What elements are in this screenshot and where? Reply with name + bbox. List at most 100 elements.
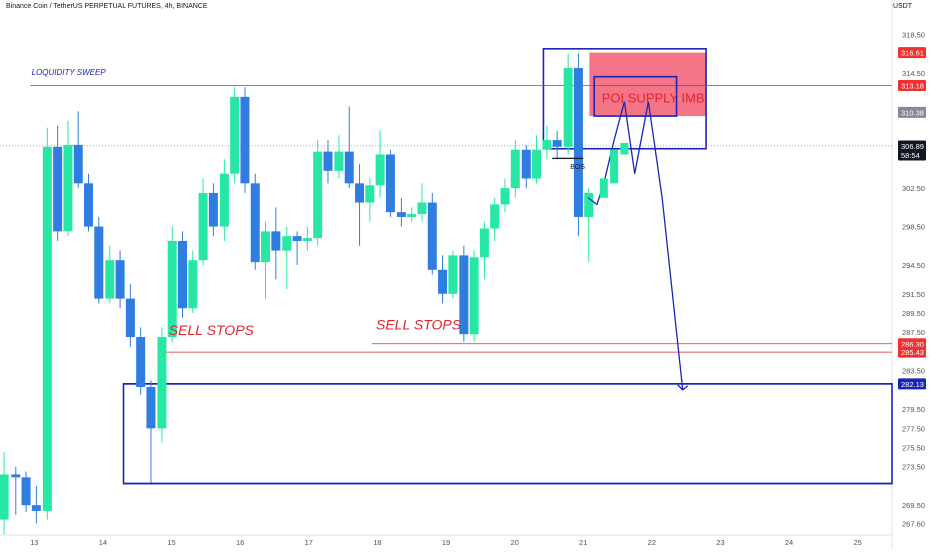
- candle-body: [500, 188, 510, 205]
- projection-arrowhead: [677, 384, 689, 391]
- time-tick-label: 17: [305, 538, 313, 547]
- candle-body: [479, 228, 489, 258]
- candle-body: [573, 68, 583, 217]
- price-tick-label: 318.50: [902, 30, 925, 39]
- time-tick-label: 21: [579, 538, 587, 547]
- price-tick-label: 314.50: [902, 69, 925, 78]
- candle: [261, 221, 271, 299]
- candle-body: [271, 231, 281, 251]
- candle: [0, 452, 9, 534]
- candle: [42, 127, 52, 520]
- candle-body: [334, 151, 344, 171]
- candle: [250, 173, 260, 270]
- price-tag-bg: [898, 346, 926, 358]
- candle: [188, 250, 198, 314]
- candle: [563, 53, 573, 155]
- time-tick-label: 25: [854, 538, 862, 547]
- candle-body: [344, 151, 354, 184]
- time-tick-label: 15: [167, 538, 175, 547]
- candle-body: [115, 260, 125, 299]
- candle: [355, 164, 365, 246]
- candle: [115, 250, 125, 309]
- candle-body: [230, 96, 240, 174]
- candle: [584, 188, 594, 263]
- price-tag-bg: [898, 378, 926, 390]
- price-tick-label: 298.50: [902, 223, 925, 232]
- time-tick-label: 24: [785, 538, 793, 547]
- projected-candle: [610, 149, 619, 184]
- candle-body: [396, 212, 406, 217]
- candle: [271, 207, 281, 280]
- candle: [167, 226, 177, 342]
- candle-body: [31, 505, 41, 511]
- candle: [510, 140, 520, 198]
- candle: [479, 221, 489, 280]
- candle-body: [63, 144, 73, 232]
- candle-body: [146, 387, 156, 429]
- price-tick-label: 273.50: [902, 463, 925, 472]
- candle-body: [53, 146, 63, 232]
- candle: [198, 178, 208, 265]
- candle-body: [313, 151, 323, 239]
- candle: [146, 380, 156, 484]
- candle-body: [208, 192, 218, 227]
- chart-title: Binance Coin / TetherUS PERPETUAL FUTURE…: [6, 3, 208, 10]
- candle-body: [0, 474, 9, 520]
- candle: [157, 327, 167, 443]
- time-tick-label: 23: [716, 538, 724, 547]
- sell-stops-label-1: SELL STOPS: [169, 322, 255, 338]
- candle-body: [459, 255, 469, 335]
- candle-body: [532, 149, 542, 179]
- candle-body: [42, 146, 52, 511]
- candle: [438, 255, 448, 304]
- candle-body: [542, 140, 552, 150]
- candle: [11, 466, 21, 515]
- candle: [63, 120, 73, 237]
- candle: [292, 231, 302, 265]
- candle: [178, 231, 188, 318]
- price-tick-label: 283.50: [902, 367, 925, 376]
- price-tag: 286.30: [898, 338, 926, 350]
- candle: [53, 125, 63, 241]
- price-tag-label: 282.13: [901, 380, 924, 389]
- projected-candle-body: [610, 149, 619, 184]
- candle: [136, 327, 146, 395]
- candle: [375, 130, 385, 198]
- candle: [542, 125, 552, 160]
- projection-path: [587, 101, 684, 390]
- candle-body: [448, 255, 458, 294]
- candle-body: [552, 140, 562, 147]
- candle: [396, 197, 406, 227]
- candle: [282, 226, 292, 290]
- candle-body: [84, 183, 94, 227]
- price-tag-bg: [898, 106, 926, 118]
- candle: [385, 149, 395, 217]
- candle: [521, 144, 531, 189]
- price-tag-label: 306.89: [901, 142, 924, 151]
- price-tick-label: 275.50: [902, 444, 925, 453]
- candle-body: [563, 68, 573, 147]
- liquidity-sweep-label: LOQUIDITY SWEEP: [32, 68, 107, 77]
- candle: [500, 178, 510, 213]
- candle: [469, 250, 479, 342]
- price-tag: 285.43: [898, 346, 926, 358]
- bos-label: BOS: [570, 164, 585, 171]
- candle-body: [157, 337, 167, 429]
- candle-body: [21, 477, 31, 506]
- candle-body: [250, 183, 260, 263]
- candle-body: [417, 202, 427, 215]
- candle: [240, 87, 250, 193]
- candle: [313, 140, 323, 246]
- candle-body: [323, 151, 333, 171]
- price-tick-label: 289.50: [902, 309, 925, 318]
- candle: [459, 245, 469, 342]
- candle-body: [240, 96, 250, 184]
- candle-body: [282, 236, 292, 251]
- candle-body: [11, 474, 21, 478]
- time-tick-label: 19: [442, 538, 450, 547]
- time-tick-label: 20: [510, 538, 518, 547]
- candle-body: [365, 185, 375, 203]
